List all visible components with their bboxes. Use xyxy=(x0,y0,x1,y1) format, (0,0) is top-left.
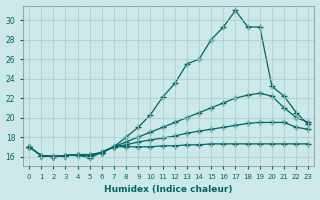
X-axis label: Humidex (Indice chaleur): Humidex (Indice chaleur) xyxy=(104,185,233,194)
